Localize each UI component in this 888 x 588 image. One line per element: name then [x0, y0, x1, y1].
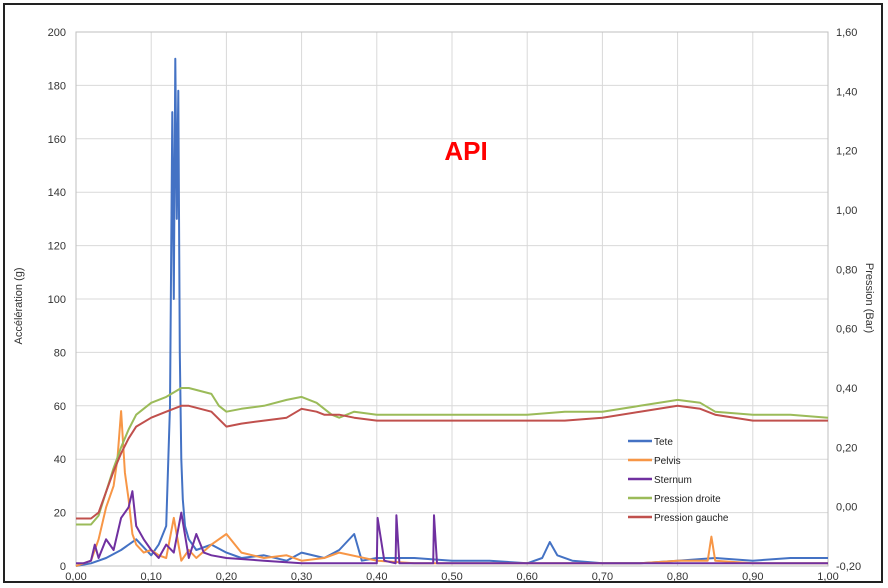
y2-axis-label: Pression (Bar): [863, 263, 875, 333]
x-tick-label: 0,90: [742, 571, 763, 583]
legend-label: Tete: [654, 437, 673, 448]
y2-tick-label: 1,40: [836, 86, 857, 98]
x-tick-label: 0,30: [291, 571, 312, 583]
series-line-pression-droite: [76, 387, 829, 526]
x-tick-label: 1,00: [817, 571, 838, 583]
series-line-sternum: [76, 490, 828, 565]
y2-tick-label: 1,20: [836, 146, 857, 158]
x-tick-label: 0,50: [441, 571, 462, 583]
y-tick-label: 160: [48, 134, 66, 146]
y2-tick-label: 0,60: [836, 324, 857, 336]
legend-label: Sternum: [654, 475, 692, 486]
y2-tick-label: -0,20: [836, 561, 861, 573]
x-tick-label: 0,00: [65, 571, 86, 583]
y2-tick-label: 0,40: [836, 383, 857, 395]
legend: Tete Pelvis Sternum Pression droite Pression…: [628, 437, 729, 524]
y2-tick-label: 0,80: [836, 264, 857, 276]
y-tick-label: 0: [60, 561, 66, 573]
y-tick-label: 140: [48, 187, 66, 199]
y2-tick-label: 0,20: [836, 442, 857, 454]
y-tick-label: 40: [54, 454, 66, 466]
y-tick-label: 100: [48, 294, 66, 306]
y-tick-label: 20: [54, 508, 66, 520]
series-line-tete: [75, 57, 828, 567]
y2-tick-label: 0,00: [836, 502, 857, 514]
chart-frame: [3, 3, 883, 583]
x-tick-label: 0,10: [140, 571, 161, 583]
x-tick-label: 0,40: [366, 571, 387, 583]
y-tick-label: 120: [48, 241, 66, 253]
y-tick-label: 60: [54, 401, 66, 413]
y2-tick-label: 1,00: [836, 205, 857, 217]
plot-area: [75, 31, 829, 567]
series-layer: [75, 57, 829, 567]
tick-labels: 0,00 0,10 0,20 0,30 0,40 0,50 0,60 0,70 0,80 0,90…: [48, 27, 861, 583]
y-tick-label: 80: [54, 347, 66, 359]
legend-label: Pression gauche: [654, 513, 729, 524]
legend-label: Pression droite: [654, 494, 721, 505]
y2-tick-label: 1,60: [836, 27, 857, 39]
chart-title: API: [444, 136, 487, 166]
x-tick-label: 0,80: [667, 571, 688, 583]
y-tick-label: 200: [48, 27, 66, 39]
legend-label: Pelvis: [654, 456, 681, 467]
y-axis-label: Accélération (g): [13, 267, 25, 344]
x-tick-label: 0,20: [216, 571, 237, 583]
grid: [75, 31, 829, 567]
y-tick-label: 180: [48, 80, 66, 92]
series-line-pression-gauche: [76, 404, 828, 520]
x-tick-label: 0,60: [516, 571, 537, 583]
x-tick-label: 0,70: [592, 571, 613, 583]
